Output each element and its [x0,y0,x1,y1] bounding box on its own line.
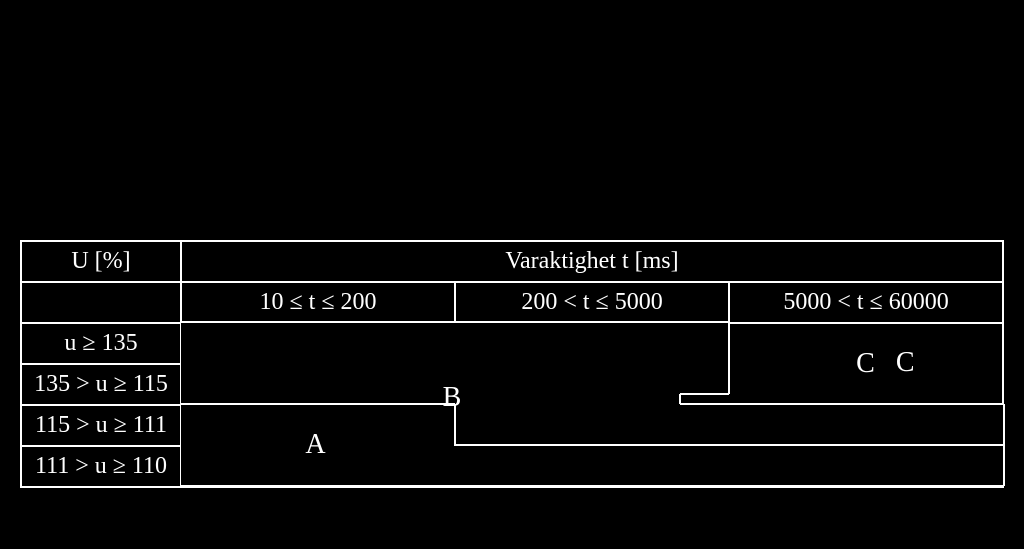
table-header-row-1: U [%] Varaktighet t [ms] [21,241,1003,282]
header-duration: Varaktighet t [ms] [181,241,1003,282]
header-range-1: 200 < t ≤ 5000 [455,282,729,323]
voltage-duration-table: U [%] Varaktighet t [ms] 10 ≤ t ≤ 200 20… [20,240,1004,488]
header-blank [21,282,181,323]
header-u-percent: U [%] [21,241,181,282]
table-header-row-2: 10 ≤ t ≤ 200 200 < t ≤ 5000 5000 < t ≤ 6… [21,282,1003,323]
table-wrapper: U [%] Varaktighet t [ms] 10 ≤ t ≤ 200 20… [20,240,1004,488]
u-range-1: 135 > u ≥ 115 [21,364,181,405]
region-B-upper [181,323,729,405]
region-A-ext [455,446,1003,487]
region-B: B [455,405,729,446]
table-row: 115 > u ≥ 111 A B [21,405,1003,446]
u-range-3: 111 > u ≥ 110 [21,446,181,487]
region-A: A [181,405,455,487]
u-range-2: 115 > u ≥ 111 [21,405,181,446]
u-range-0: u ≥ 135 [21,323,181,364]
table-row: u ≥ 135 C [21,323,1003,364]
table-row: 111 > u ≥ 110 [21,446,1003,487]
header-range-0: 10 ≤ t ≤ 200 [181,282,455,323]
region-C: C [729,323,1003,405]
stage: U [%] Varaktighet t [ms] 10 ≤ t ≤ 200 20… [0,0,1024,549]
region-B-right [729,405,1003,446]
header-range-2: 5000 < t ≤ 60000 [729,282,1003,323]
